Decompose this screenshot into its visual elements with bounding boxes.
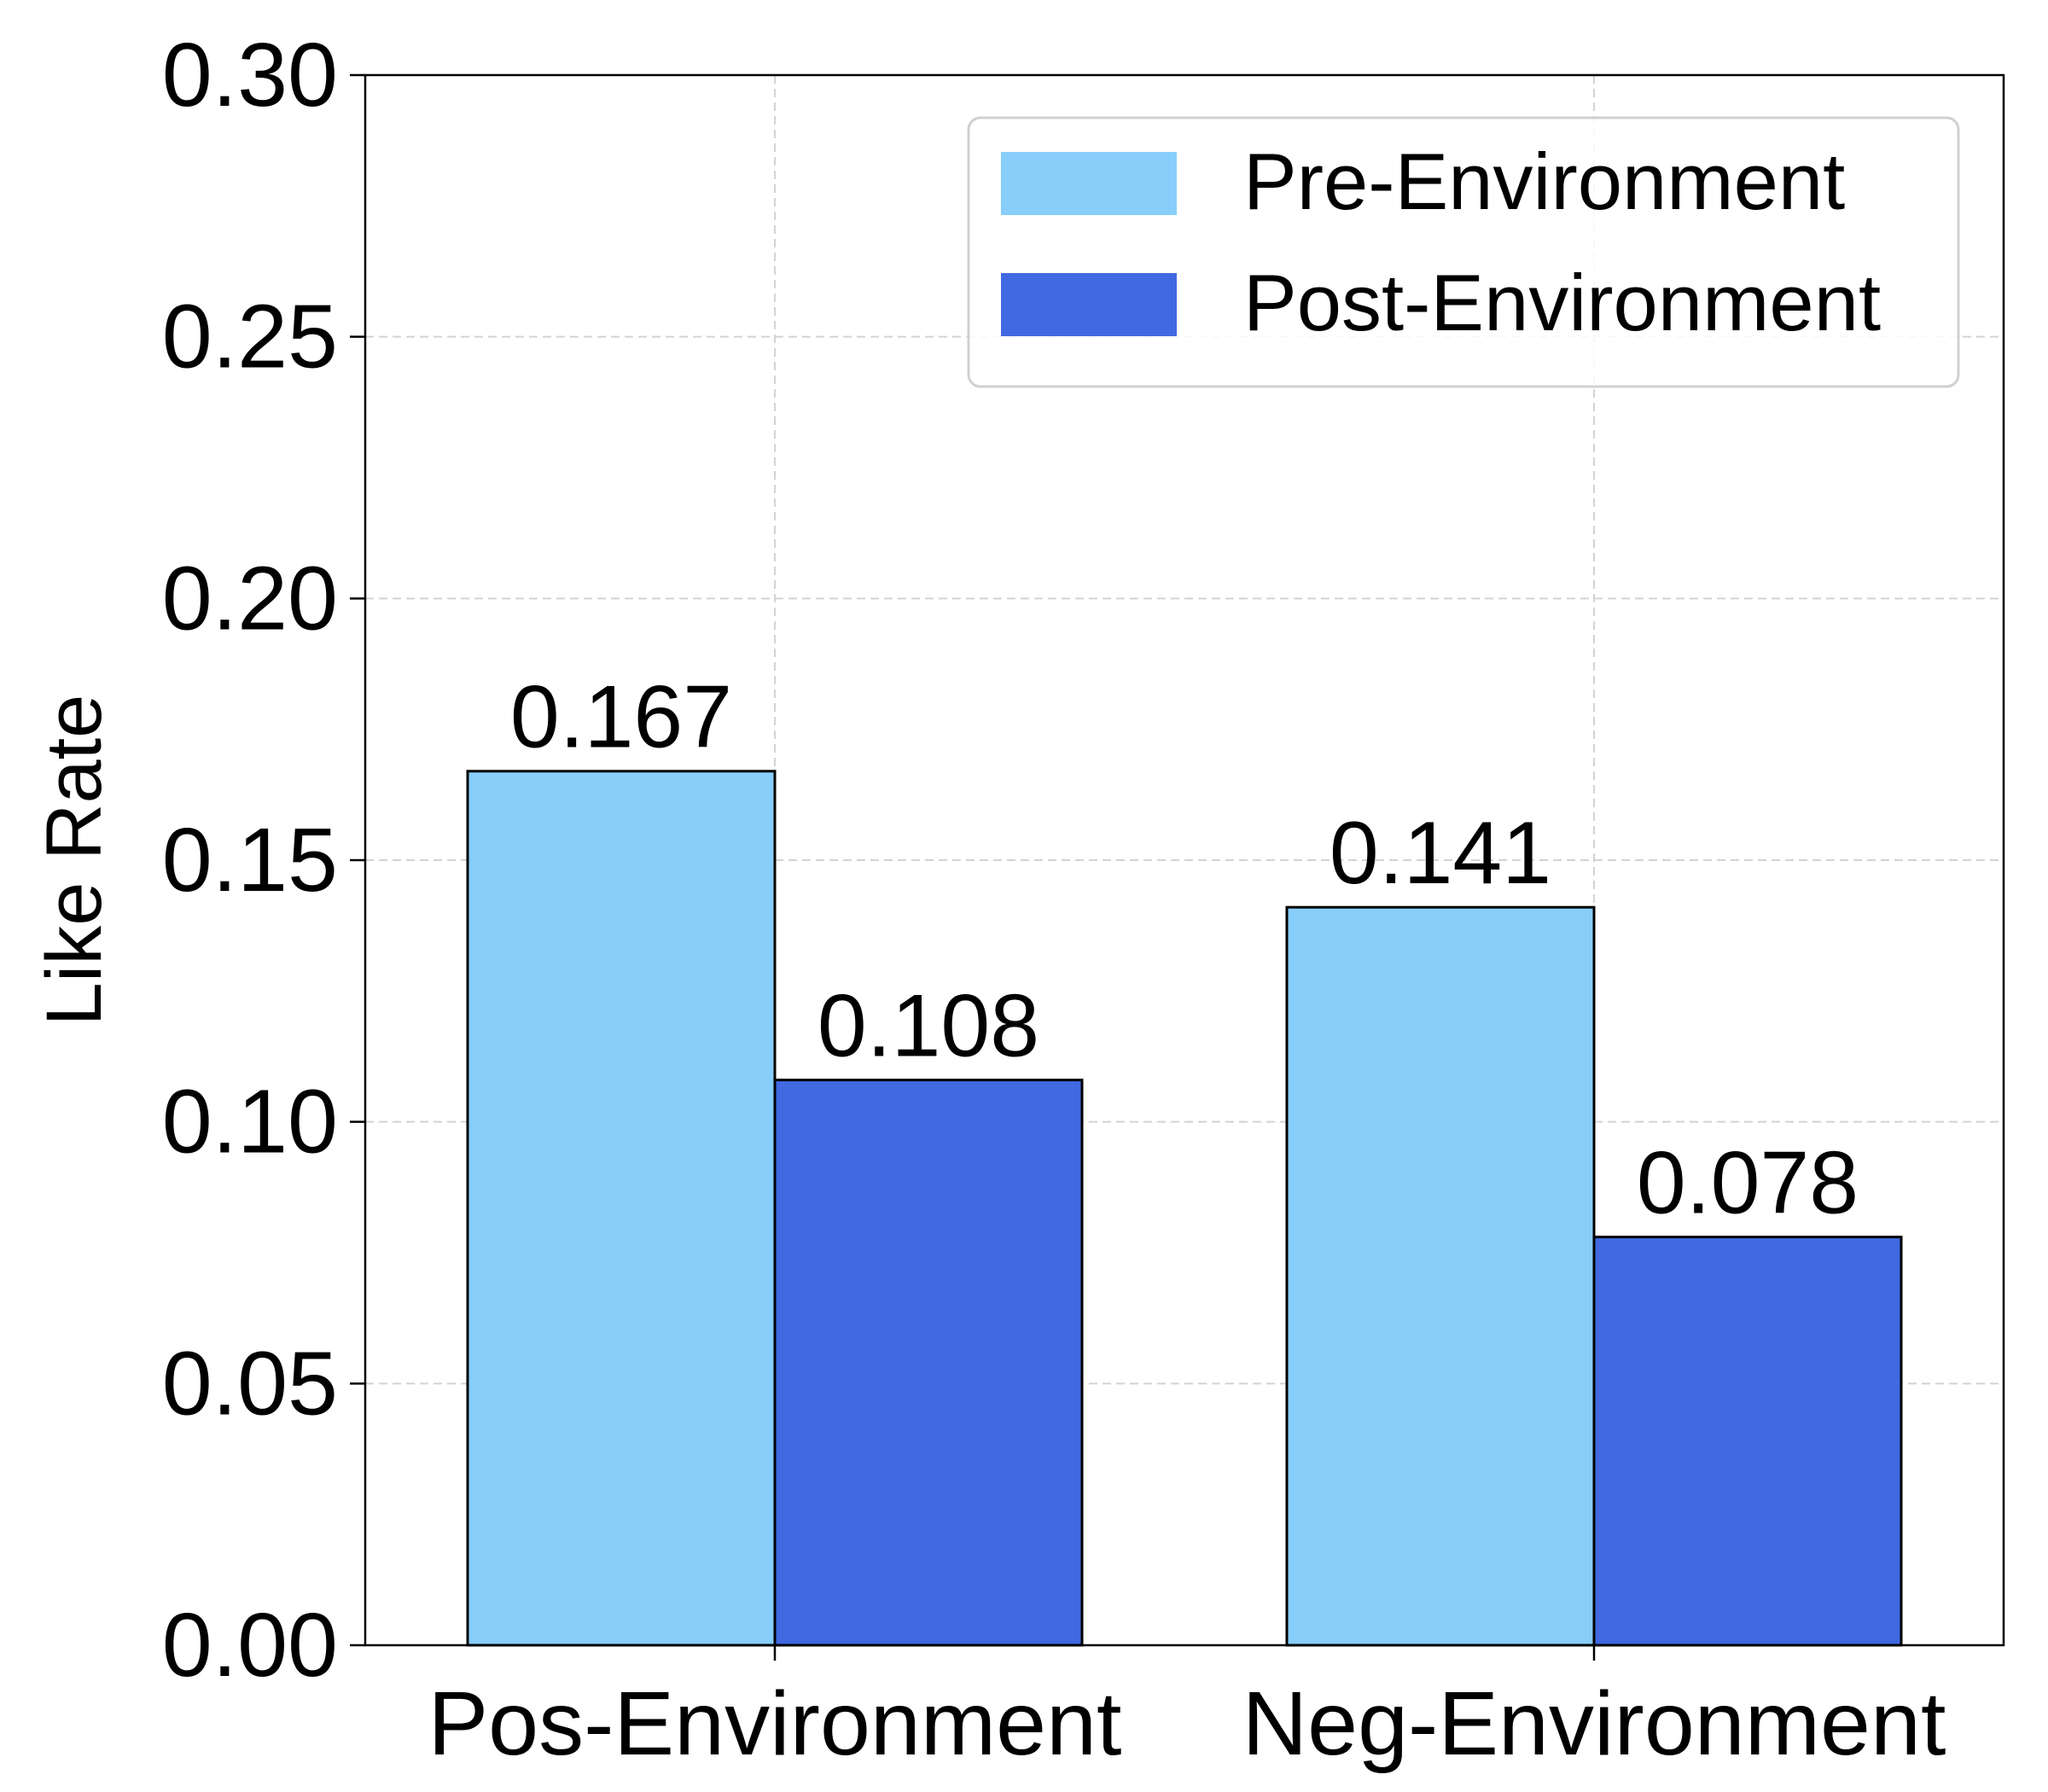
x-tick-label: Neg-Environment — [1242, 1673, 1946, 1774]
data-label: 0.078 — [1637, 1134, 1859, 1233]
legend-swatch — [1001, 273, 1177, 336]
axis-ticks: 0.00 0.05 0.10 0.15 0.20 0.25 0.30 Pos-Environm… — [162, 25, 1946, 1774]
y-tick-label: 0.25 — [162, 287, 338, 387]
bar-post-environment-pos-environment — [773, 1079, 1084, 1647]
bar-pre-environment-neg-environment — [1285, 905, 1596, 1647]
y-tick-label: 0.00 — [162, 1595, 338, 1696]
legend-label: Pre-Environment — [1243, 137, 1845, 226]
data-label: 0.167 — [510, 668, 732, 767]
data-labels: 0.167 0.141 0.108 0.078 — [510, 668, 1859, 1233]
x-tick-label: Pos-Environment — [428, 1673, 1121, 1774]
data-label: 0.141 — [1329, 804, 1551, 903]
legend-label: Post-Environment — [1243, 258, 1881, 347]
y-tick-label: 0.05 — [162, 1333, 338, 1434]
bar-post-environment-neg-environment — [1592, 1236, 1903, 1647]
y-axis-label: Like Rate — [31, 695, 118, 1027]
legend-box — [967, 116, 1960, 388]
y-tick-label: 0.30 — [162, 25, 338, 125]
y-tick-label: 0.10 — [162, 1072, 338, 1172]
bar-pre-environment-pos-environment — [466, 770, 777, 1647]
y-tick-label: 0.15 — [162, 810, 338, 911]
y-tick-label: 0.20 — [162, 548, 338, 649]
data-label: 0.108 — [817, 977, 1039, 1076]
legend-swatch — [1001, 152, 1177, 215]
legend: Pre-Environment Post-Environment — [967, 116, 1960, 388]
